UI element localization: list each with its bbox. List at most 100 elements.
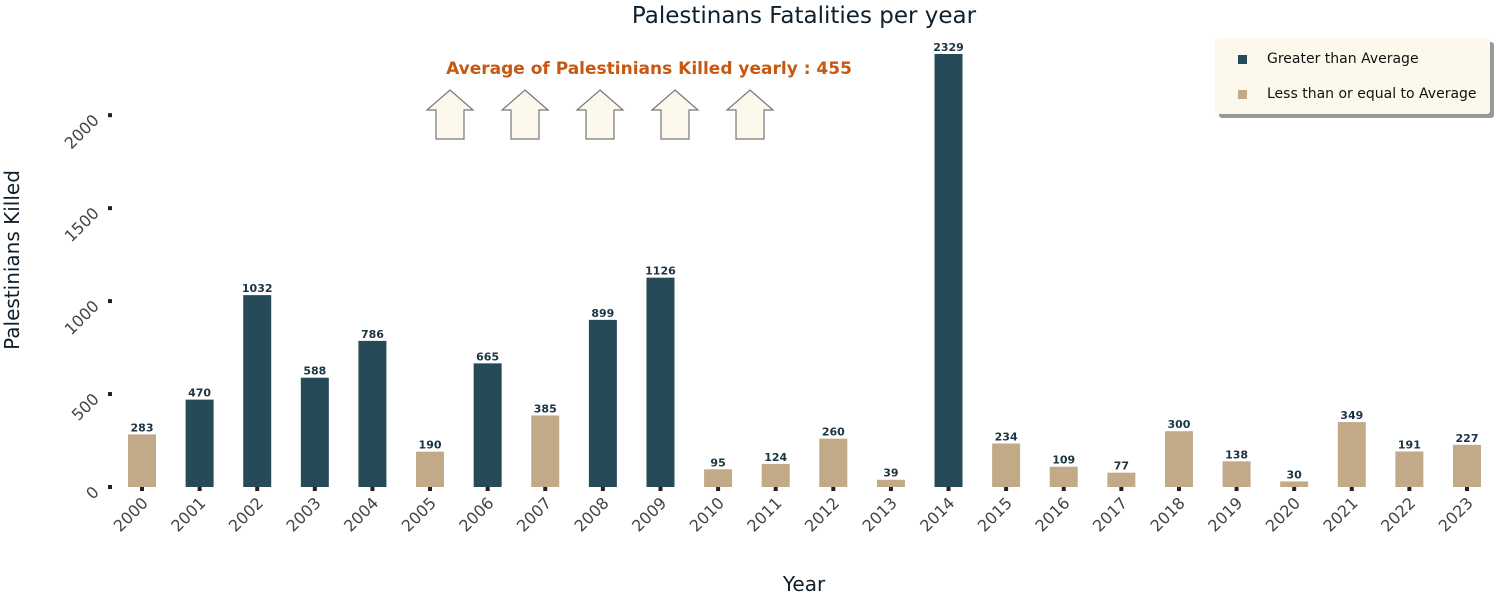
x-tick-mark (1292, 487, 1297, 491)
x-tick-mark (1349, 487, 1354, 491)
bars: 283 470 1032 588 786 190 665 385 899 1126 95 124 260… (128, 41, 1481, 487)
y-tick-label: 500 (68, 389, 103, 424)
data-label: 190 (419, 439, 442, 452)
data-label: 1032 (242, 282, 273, 295)
bar (1395, 451, 1424, 487)
legend-swatch-above (1238, 55, 1247, 64)
bar (1453, 444, 1481, 487)
y-tick-label: 2000 (61, 111, 103, 153)
bar (1222, 461, 1251, 487)
x-tick-label: 2023 (1435, 493, 1477, 535)
x-tick-label: 2002 (225, 493, 267, 535)
data-label: 191 (1398, 438, 1421, 451)
x-tick-label: 2011 (743, 493, 785, 535)
x-tick-mark (946, 487, 951, 491)
bar (531, 415, 560, 487)
x-axis-label: Year (782, 572, 826, 596)
x-tick-mark (716, 487, 721, 491)
x-tick-label: 2012 (801, 493, 843, 535)
bar (588, 319, 617, 487)
y-tick-mark (108, 299, 112, 304)
legend-box (1215, 38, 1490, 114)
data-label: 2329 (933, 41, 964, 54)
bar (1049, 466, 1078, 487)
data-label: 283 (131, 421, 154, 434)
y-tick-mark (108, 392, 112, 397)
data-label: 124 (764, 451, 787, 464)
bar (704, 469, 733, 487)
x-tick-label: 2020 (1262, 493, 1304, 535)
x-tick-label: 2018 (1147, 493, 1189, 535)
x-tick-label: 2021 (1319, 493, 1361, 535)
x-tick-mark (1061, 487, 1066, 491)
data-label: 109 (1052, 454, 1075, 467)
data-label: 588 (303, 365, 326, 378)
x-tick-mark (600, 487, 605, 491)
x-tick-label: 2008 (570, 493, 612, 535)
x-axis: 2000 2001 2002 2003 2004 2005 2006 2007 2008 2009… (110, 487, 1477, 536)
x-tick-mark (773, 487, 778, 491)
legend-label-above: Greater than Average (1267, 51, 1419, 67)
bar (473, 363, 502, 487)
x-tick-mark (1465, 487, 1469, 491)
x-tick-label: 2007 (513, 493, 555, 535)
x-tick-label: 2017 (1089, 493, 1131, 535)
y-tick-mark (108, 485, 112, 489)
data-label: 138 (1225, 448, 1248, 461)
x-tick-mark (1004, 487, 1009, 491)
x-tick-mark (1407, 487, 1412, 491)
arrow-decorations (425, 89, 775, 140)
up-arrow-icon (725, 89, 775, 140)
data-label: 899 (591, 307, 614, 320)
bar (300, 377, 329, 487)
data-label: 95 (710, 456, 725, 469)
x-tick-label: 2001 (167, 493, 209, 535)
bar (992, 443, 1021, 487)
bar (185, 399, 214, 487)
y-tick-mark (108, 206, 112, 211)
data-label: 260 (822, 426, 845, 439)
average-annotation: Average of Palestinians Killed yearly : … (446, 59, 852, 79)
bar (761, 463, 790, 487)
x-tick-label: 2022 (1377, 493, 1419, 535)
y-axis: 0 500 1000 1500 2000 (61, 111, 112, 503)
bar (1107, 472, 1136, 487)
data-label: 300 (1167, 418, 1190, 431)
data-label: 30 (1287, 468, 1303, 481)
data-label: 786 (361, 328, 384, 341)
x-tick-label: 2013 (859, 493, 901, 535)
data-label: 234 (995, 430, 1018, 443)
data-label: 39 (883, 467, 898, 480)
x-tick-mark (485, 487, 490, 491)
x-tick-label: 2015 (974, 493, 1016, 535)
x-tick-label: 2016 (1031, 493, 1073, 535)
x-tick-label: 2004 (340, 493, 382, 535)
up-arrow-icon (575, 89, 625, 140)
x-tick-label: 2006 (455, 493, 497, 535)
data-label: 77 (1114, 460, 1129, 473)
legend-swatch-below (1238, 90, 1247, 99)
data-label: 665 (476, 350, 499, 363)
x-tick-mark (658, 487, 663, 491)
y-tick-label: 0 (82, 482, 103, 503)
bar (1337, 422, 1366, 487)
x-tick-mark (312, 487, 317, 491)
bar (128, 434, 156, 487)
x-tick-label: 2014 (916, 493, 958, 535)
up-arrow-icon (500, 89, 550, 140)
legend-label-below: Less than or equal to Average (1267, 86, 1477, 102)
x-tick-mark (140, 487, 144, 491)
x-tick-mark (255, 487, 260, 491)
y-tick-label: 1500 (61, 204, 103, 246)
x-tick-mark (370, 487, 375, 491)
data-label: 470 (188, 387, 211, 400)
up-arrow-icon (650, 89, 700, 140)
x-tick-mark (888, 487, 893, 491)
bar (1280, 481, 1309, 487)
y-tick-label: 1000 (61, 296, 103, 338)
bar (243, 295, 272, 487)
chart-title: Palestinans Fatalities per year (632, 3, 977, 29)
x-tick-mark (1176, 487, 1181, 491)
x-tick-mark (543, 487, 548, 491)
x-tick-mark (197, 487, 202, 491)
